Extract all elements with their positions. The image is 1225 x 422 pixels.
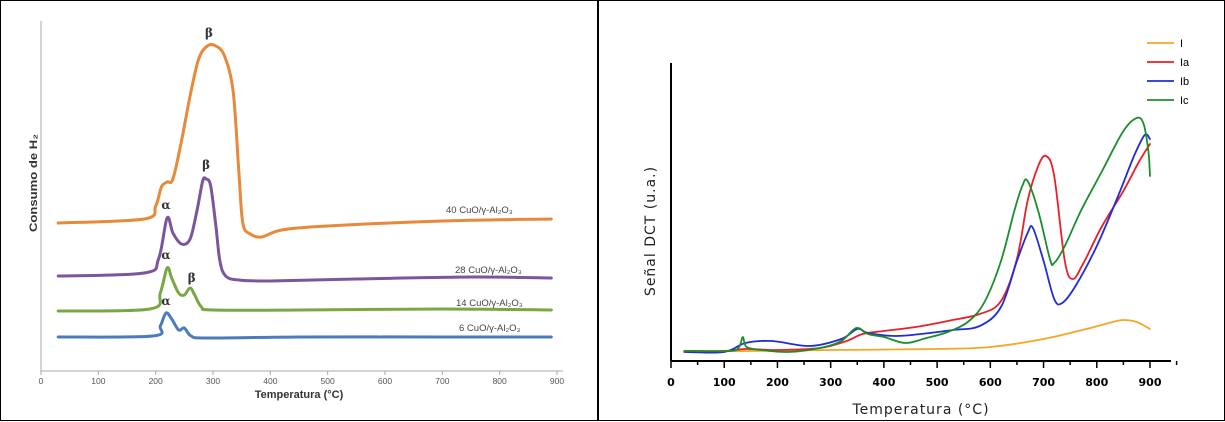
series-line xyxy=(56,176,553,283)
series-line xyxy=(56,311,553,340)
series-line xyxy=(683,143,1151,353)
x-tick-label: 200 xyxy=(149,376,163,386)
peak-label: α xyxy=(161,294,170,308)
series-label: 6 CuO/γ-Al₂O₃ xyxy=(459,323,521,334)
y-axis-title: Consumo de H₂ xyxy=(28,134,40,232)
legend-label: Ib xyxy=(1180,76,1189,88)
x-tick-label: 700 xyxy=(435,376,449,386)
x-tick-label: 700 xyxy=(1032,376,1055,389)
peak-label: β xyxy=(202,158,210,172)
series-line xyxy=(683,116,1151,353)
left-chart: 0 100 200 300 400 500 600 700 800 900 Temperatura … xyxy=(28,21,564,401)
x-tick-label: 100 xyxy=(713,376,736,389)
x-tick-label: 600 xyxy=(378,376,392,386)
x-tick-label: 900 xyxy=(1139,376,1162,389)
legend-label: Ia xyxy=(1180,57,1190,69)
x-tick-label: 400 xyxy=(263,376,277,386)
peak-label: β xyxy=(188,271,196,285)
series-label: 28 CuO/γ-Al₂O₃ xyxy=(455,265,522,276)
y-axis-title: Señal DCT (u.a.) xyxy=(643,166,659,296)
x-tick-label: 300 xyxy=(206,376,220,386)
series-line xyxy=(56,43,553,239)
series-label: 14 CuO/γ-Al₂O₃ xyxy=(456,298,523,309)
left-chart-panel: 0 100 200 300 400 500 600 700 800 900 Temperatura … xyxy=(0,0,598,421)
x-tick-label: 900 xyxy=(550,376,564,386)
x-tick-label: 800 xyxy=(493,376,507,386)
peak-label: β xyxy=(205,26,213,40)
x-tick-label: 400 xyxy=(872,376,895,389)
x-tick-label: 100 xyxy=(91,376,105,386)
x-axis-title: Temperatura (°C) xyxy=(255,389,344,401)
series-line xyxy=(56,266,553,313)
x-tick-label: 800 xyxy=(1085,376,1108,389)
right-chart-panel: 0 100 200 300 400 500 600 700 800 900 Temperatura … xyxy=(598,0,1225,421)
series-label: 40 CuO/γ-Al₂O₃ xyxy=(446,205,513,216)
series-line xyxy=(683,319,1151,352)
peak-label: α xyxy=(161,198,170,212)
legend-label: I xyxy=(1180,38,1183,50)
peak-label: α xyxy=(161,248,170,262)
legend-label: Ic xyxy=(1180,95,1189,107)
x-tick-label: 600 xyxy=(979,376,1002,389)
right-chart: 0 100 200 300 400 500 600 700 800 900 Temperatura … xyxy=(643,38,1190,418)
series-line xyxy=(683,133,1151,354)
x-tick-label: 200 xyxy=(766,376,789,389)
x-tick-label: 0 xyxy=(39,376,44,386)
x-tick-label: 300 xyxy=(819,376,842,389)
x-tick-label: 500 xyxy=(926,376,949,389)
x-tick-label: 0 xyxy=(667,376,675,389)
x-tick-label: 500 xyxy=(321,376,335,386)
x-axis-title: Temperatura (°C) xyxy=(851,402,989,418)
